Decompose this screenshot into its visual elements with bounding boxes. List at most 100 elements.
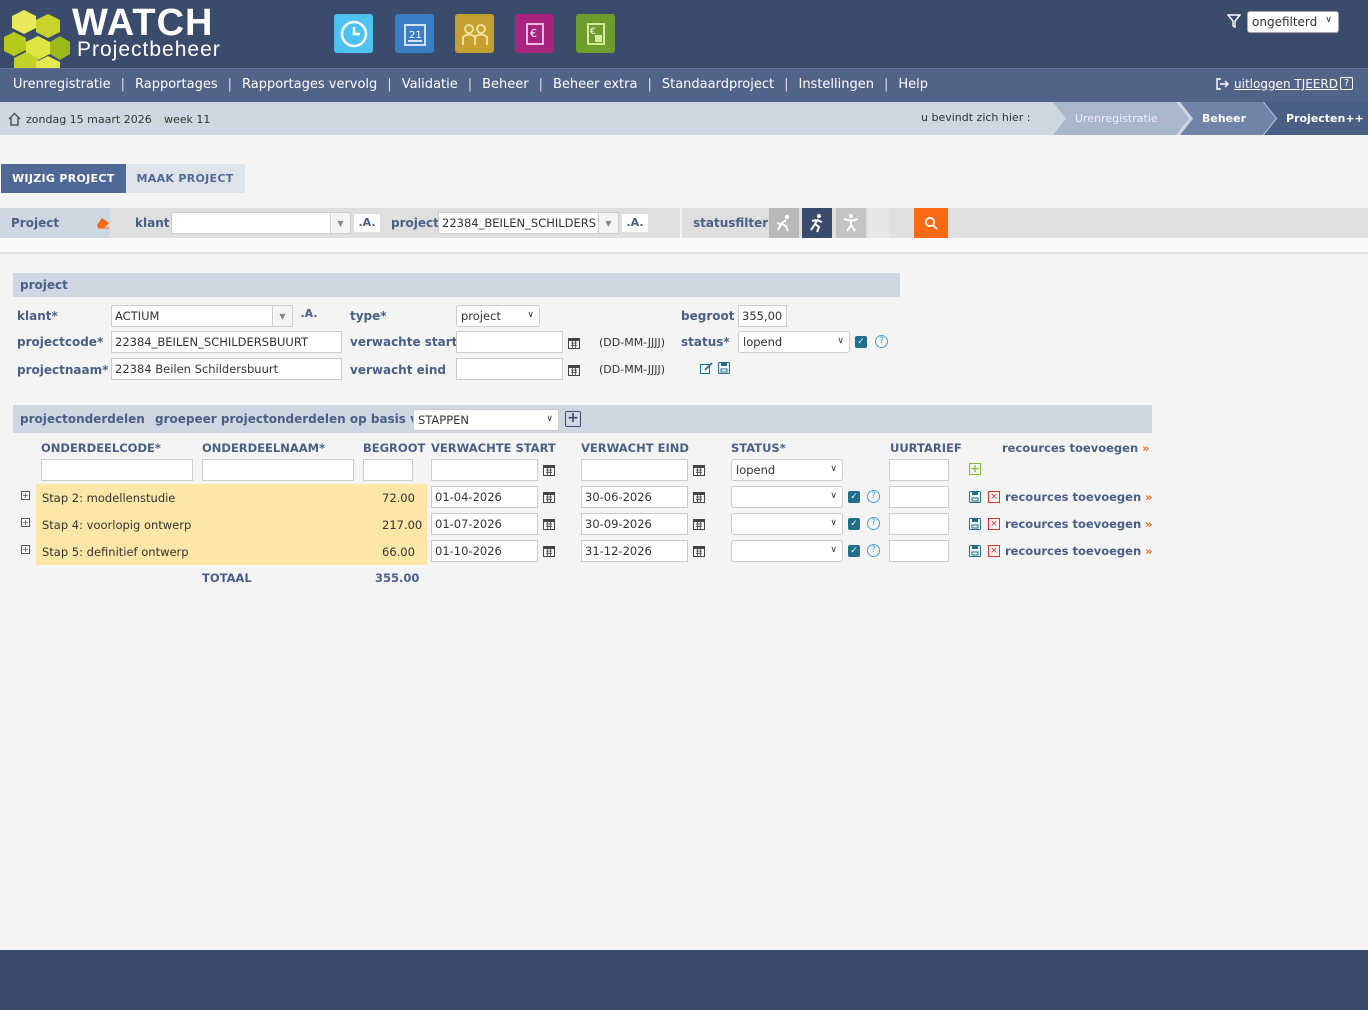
row-status-select[interactable]: ∨ — [731, 513, 843, 535]
row-confirm-checkbox[interactable]: ✓ — [848, 491, 860, 503]
menu-beheer[interactable]: Beheer — [482, 77, 529, 92]
expand-icon[interactable]: + — [21, 518, 30, 527]
breadcrumb-projecten[interactable]: Projecten++ — [1264, 102, 1368, 135]
resources-header-link[interactable]: recources toevoegen» — [1002, 441, 1150, 455]
group-by-value: STAPPEN — [418, 413, 470, 427]
menu-urenregistratie[interactable]: Urenregistratie — [13, 77, 111, 92]
projectnaam-input[interactable]: 22384 Beilen Schildersbuurt — [111, 358, 342, 380]
breadcrumb-urenregistratie[interactable]: Urenregistratie — [1053, 102, 1189, 135]
project-search-button[interactable]: .A. — [621, 213, 649, 233]
status-paused-button[interactable] — [769, 208, 799, 238]
save-icon[interactable] — [969, 518, 981, 530]
search-button[interactable] — [914, 208, 948, 238]
klant-search-button[interactable]: .A. — [353, 213, 381, 233]
save-icon[interactable] — [969, 545, 981, 557]
help-icon[interactable]: ? — [1340, 77, 1353, 90]
row-end-input[interactable]: 30-06-2026 — [581, 486, 688, 508]
row-help-icon[interactable]: ? — [867, 544, 880, 557]
row-resources-link[interactable]: recources toevoegen» — [1005, 544, 1153, 558]
calendar-icon[interactable]: 21 — [395, 14, 434, 53]
filter-select[interactable]: ongefilterd ∨ — [1247, 11, 1339, 33]
logout-link[interactable]: uitloggen TJEERD — [1216, 77, 1338, 91]
new-start-input[interactable] — [431, 459, 538, 481]
delete-icon[interactable]: × — [988, 491, 1000, 503]
calendar-icon[interactable] — [543, 464, 555, 476]
menu-rapportages[interactable]: Rapportages — [135, 77, 218, 92]
delete-icon[interactable]: × — [988, 518, 1000, 530]
row-rate-input[interactable] — [889, 486, 949, 508]
menu-help[interactable]: Help — [898, 77, 929, 92]
users-icon[interactable] — [455, 14, 494, 53]
edit-icon[interactable] — [700, 362, 713, 375]
group-by-select[interactable]: STAPPEN ∨ — [413, 409, 559, 431]
calculator-invoice-icon[interactable]: € — [576, 14, 615, 53]
row-end-input[interactable]: 30-09-2026 — [581, 513, 688, 535]
expand-icon[interactable]: + — [21, 545, 30, 554]
klant-combo[interactable]: ACTIUM ▼ — [111, 305, 293, 327]
type-select[interactable]: project ∨ — [456, 305, 540, 327]
calendar-icon[interactable] — [543, 518, 555, 530]
calendar-icon[interactable] — [568, 364, 580, 376]
row-start-input[interactable]: 01-10-2026 — [431, 540, 538, 562]
logo-title: WATCH — [72, 2, 214, 44]
new-code-input[interactable] — [41, 459, 193, 481]
status-confirm-checkbox[interactable]: ✓ — [855, 336, 867, 348]
menu-rapportages-vervolg[interactable]: Rapportages vervolg — [242, 77, 378, 92]
row-rate-input[interactable] — [889, 540, 949, 562]
save-icon[interactable] — [718, 362, 730, 374]
add-group-icon[interactable]: + — [565, 411, 581, 427]
add-row-icon[interactable]: + — [969, 462, 981, 475]
menu-instellingen[interactable]: Instellingen — [798, 77, 874, 92]
menu-validatie[interactable]: Validatie — [401, 77, 458, 92]
status-help-icon[interactable]: ? — [875, 335, 888, 348]
row-help-icon[interactable]: ? — [867, 490, 880, 503]
projectcode-input[interactable]: 22384_BEILEN_SCHILDERSBUURT — [111, 331, 342, 353]
status-running-button[interactable] — [802, 208, 832, 238]
tab-wijzig-project[interactable]: WIJZIG PROJECT — [1, 164, 126, 193]
calendar-icon[interactable] — [693, 491, 705, 503]
menu-separator: | — [784, 77, 789, 92]
row-start-input[interactable]: 01-04-2026 — [431, 486, 538, 508]
eraser-icon[interactable] — [96, 217, 110, 229]
tab-maak-project[interactable]: MAAK PROJECT — [125, 164, 245, 193]
row-status-select[interactable]: ∨ — [731, 486, 843, 508]
breadcrumb-beheer[interactable]: Beheer — [1180, 102, 1276, 135]
filter-klant-combo[interactable]: ▼ — [171, 212, 351, 234]
menu-standaardproject[interactable]: Standaardproject — [661, 77, 775, 92]
new-status-select[interactable]: lopend ∨ — [731, 459, 843, 481]
begroot-input[interactable]: 355,00 — [738, 305, 787, 327]
menu-beheer-extra[interactable]: Beheer extra — [552, 77, 638, 92]
klant-lookup-button[interactable]: .A. — [295, 305, 323, 325]
row-resources-link[interactable]: recources toevoegen» — [1005, 517, 1153, 531]
row-help-icon[interactable]: ? — [867, 517, 880, 530]
calendar-icon[interactable] — [568, 337, 580, 349]
calendar-icon[interactable] — [693, 545, 705, 557]
filter-project-combo[interactable]: 22384_BEILEN_SCHILDERS ▼ — [438, 212, 619, 234]
new-name-input[interactable] — [202, 459, 354, 481]
home-icon[interactable] — [8, 112, 21, 126]
new-rate-input[interactable] — [889, 459, 949, 481]
row-status-select[interactable]: ∨ — [731, 540, 843, 562]
expand-icon[interactable]: + — [21, 491, 30, 500]
clock-icon[interactable] — [334, 14, 373, 53]
delete-icon[interactable]: × — [988, 545, 1000, 557]
row-rate-input[interactable] — [889, 513, 949, 535]
row-confirm-checkbox[interactable]: ✓ — [848, 545, 860, 557]
row-confirm-checkbox[interactable]: ✓ — [848, 518, 860, 530]
new-end-input[interactable] — [581, 459, 688, 481]
row-end-input[interactable]: 31-12-2026 — [581, 540, 688, 562]
verwacht-eind-input[interactable] — [456, 358, 563, 380]
calendar-icon[interactable] — [693, 464, 705, 476]
menu-separator: | — [387, 77, 392, 92]
calendar-icon[interactable] — [693, 518, 705, 530]
row-start-input[interactable]: 01-07-2026 — [431, 513, 538, 535]
calendar-icon[interactable] — [543, 491, 555, 503]
calendar-icon[interactable] — [543, 545, 555, 557]
status-select[interactable]: lopend ∨ — [738, 331, 850, 353]
row-resources-link[interactable]: recources toevoegen» — [1005, 490, 1153, 504]
status-finished-button[interactable] — [836, 208, 866, 238]
new-begroot-input[interactable] — [363, 459, 413, 481]
save-icon[interactable] — [969, 491, 981, 503]
verwachte-start-input[interactable] — [456, 331, 563, 353]
invoice-icon[interactable]: € — [515, 14, 554, 53]
